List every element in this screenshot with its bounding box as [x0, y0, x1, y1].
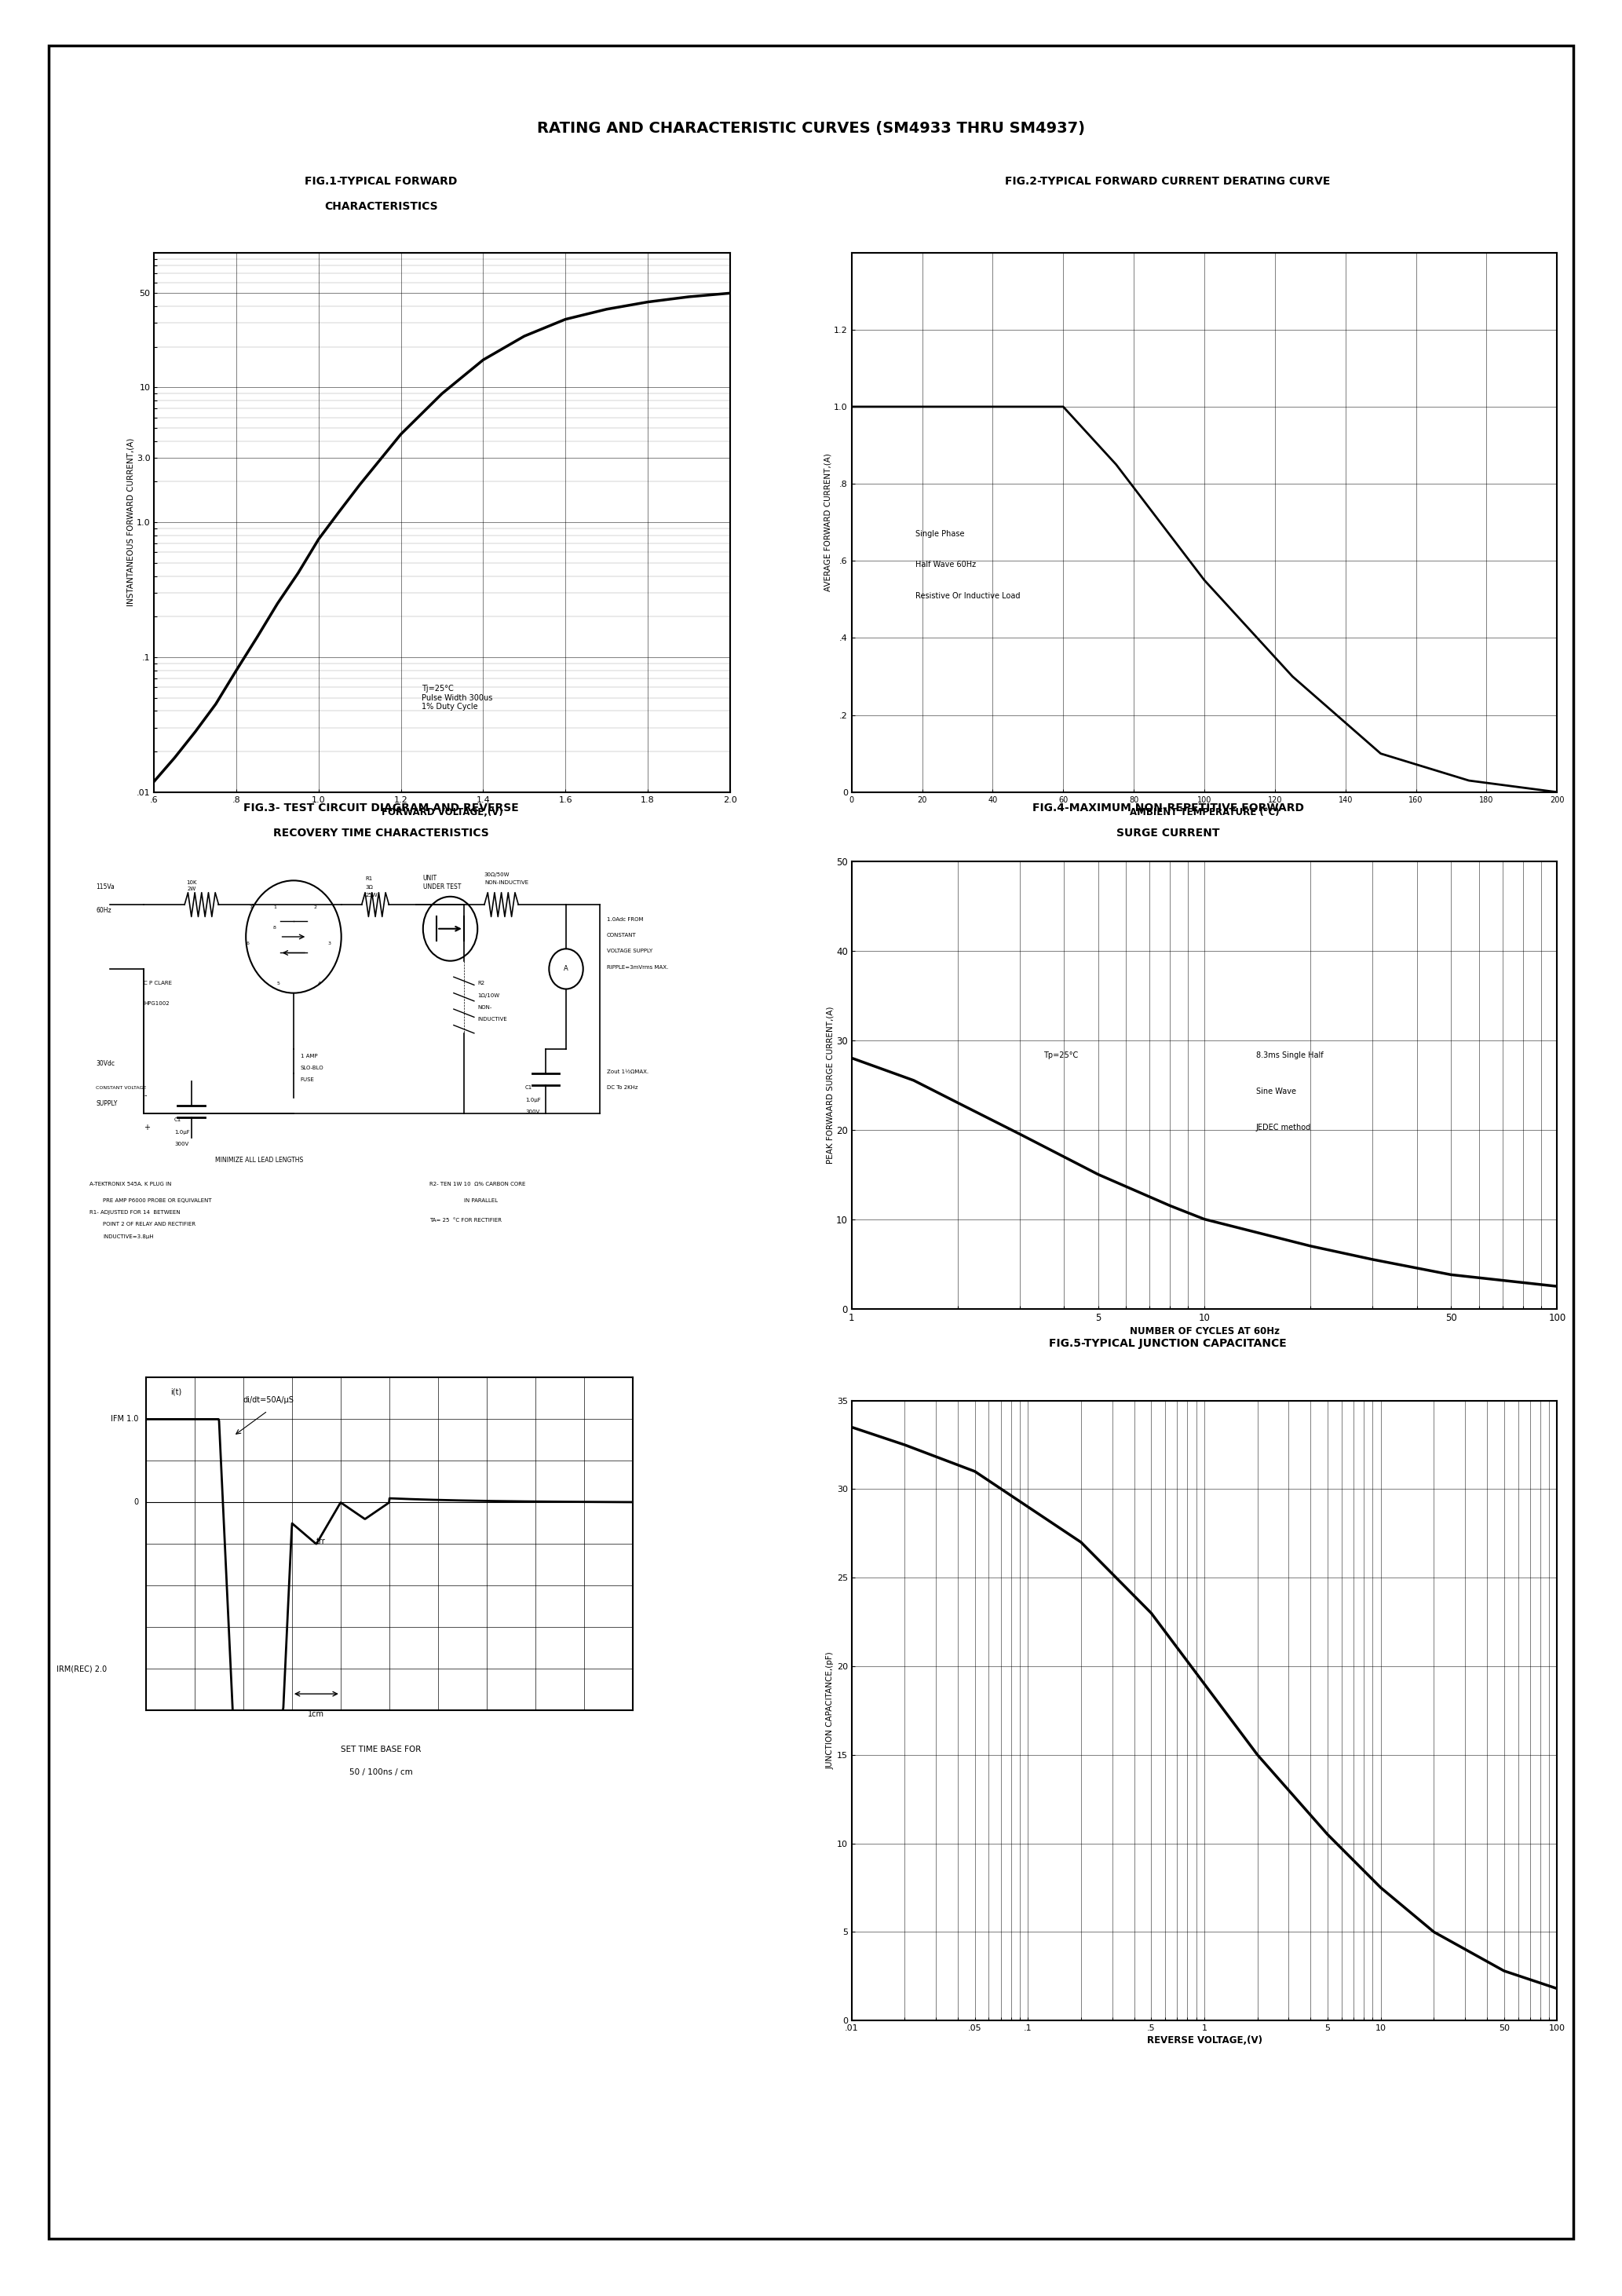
Text: 115Va: 115Va — [96, 884, 115, 891]
Text: 30Ω/50W: 30Ω/50W — [485, 872, 509, 877]
X-axis label: FORWARD VOLTAGE,(V): FORWARD VOLTAGE,(V) — [381, 808, 503, 817]
Text: C1: C1 — [174, 1118, 182, 1123]
Text: RECOVERY TIME CHARACTERISTICS: RECOVERY TIME CHARACTERISTICS — [274, 829, 488, 838]
Text: NON-: NON- — [477, 1006, 491, 1010]
Text: SLO-BLO: SLO-BLO — [300, 1065, 324, 1070]
Text: IRM(REC) 2.0: IRM(REC) 2.0 — [57, 1665, 107, 1674]
X-axis label: AMBIENT TEMPERATURE (°C): AMBIENT TEMPERATURE (°C) — [1129, 808, 1280, 817]
Text: 60Hz: 60Hz — [96, 907, 112, 914]
Text: Single Phase: Single Phase — [915, 530, 963, 537]
Text: Resistive Or Inductive Load: Resistive Or Inductive Load — [915, 592, 1020, 599]
Text: CONSTANT VOLTAGE: CONSTANT VOLTAGE — [96, 1086, 146, 1091]
Text: PRE AMP P6000 PROBE OR EQUIVALENT: PRE AMP P6000 PROBE OR EQUIVALENT — [102, 1199, 211, 1203]
Text: Zout 1½ΩMAX.: Zout 1½ΩMAX. — [607, 1070, 649, 1075]
Text: FIG.1-TYPICAL FORWARD: FIG.1-TYPICAL FORWARD — [305, 177, 457, 186]
Text: INDUCTIVE=3.8μH: INDUCTIVE=3.8μH — [102, 1235, 154, 1240]
Text: SET TIME BASE FOR: SET TIME BASE FOR — [341, 1745, 422, 1754]
Text: 1 AMP: 1 AMP — [300, 1054, 318, 1058]
Text: Tp=25°C: Tp=25°C — [1043, 1052, 1079, 1058]
Text: 8.3ms Single Half: 8.3ms Single Half — [1255, 1052, 1324, 1058]
Text: CHARACTERISTICS: CHARACTERISTICS — [324, 202, 438, 211]
X-axis label: NUMBER OF CYCLES AT 60Hz: NUMBER OF CYCLES AT 60Hz — [1129, 1327, 1280, 1336]
Text: R1- ADJUSTED FOR 14  BETWEEN: R1- ADJUSTED FOR 14 BETWEEN — [89, 1210, 180, 1215]
Text: Sine Wave: Sine Wave — [1255, 1088, 1296, 1095]
Text: IFM 1.0: IFM 1.0 — [110, 1414, 139, 1424]
Text: 3: 3 — [328, 941, 331, 946]
Text: 1: 1 — [272, 905, 276, 909]
Text: FUSE: FUSE — [300, 1077, 315, 1081]
Text: 2: 2 — [315, 905, 318, 909]
Text: CONSTANT: CONSTANT — [607, 932, 636, 937]
Text: MINIMIZE ALL LEAD LENGTHS: MINIMIZE ALL LEAD LENGTHS — [216, 1157, 303, 1164]
Y-axis label: AVERAGE FORWARD CURRENT,(A): AVERAGE FORWARD CURRENT,(A) — [824, 452, 832, 592]
Text: POINT 2 OF RELAY AND RECTIFIER: POINT 2 OF RELAY AND RECTIFIER — [102, 1221, 196, 1226]
Text: i(t): i(t) — [170, 1389, 182, 1396]
Text: 300V: 300V — [174, 1141, 188, 1146]
Text: FIG.3- TEST CIRCUIT DIAGRAM AND REVERSE: FIG.3- TEST CIRCUIT DIAGRAM AND REVERSE — [243, 804, 519, 813]
Text: -: - — [144, 1091, 146, 1100]
Text: C1: C1 — [526, 1086, 532, 1091]
Text: A: A — [564, 964, 568, 974]
Text: INDUCTIVE: INDUCTIVE — [477, 1017, 508, 1022]
X-axis label: REVERSE VOLTAGE,(V): REVERSE VOLTAGE,(V) — [1147, 2037, 1262, 2046]
Text: SURGE CURRENT: SURGE CURRENT — [1116, 829, 1220, 838]
Text: 8: 8 — [272, 925, 276, 930]
Text: UNDER TEST: UNDER TEST — [423, 884, 461, 891]
Y-axis label: PEAK FORWAARD SURGE CURRENT,(A): PEAK FORWAARD SURGE CURRENT,(A) — [826, 1006, 834, 1164]
Text: 6: 6 — [247, 941, 248, 946]
Text: DC To 2KHz: DC To 2KHz — [607, 1086, 637, 1091]
Text: JEDEC method: JEDEC method — [1255, 1123, 1311, 1132]
Text: NON-INDUCTIVE: NON-INDUCTIVE — [485, 882, 529, 886]
Text: 3Ω: 3Ω — [365, 884, 373, 889]
Text: FIG.2-TYPICAL FORWARD CURRENT DERATING CURVE: FIG.2-TYPICAL FORWARD CURRENT DERATING C… — [1006, 177, 1330, 186]
Text: 30Vdc: 30Vdc — [96, 1061, 115, 1068]
Text: RIPPLE=3mVrms MAX.: RIPPLE=3mVrms MAX. — [607, 964, 668, 969]
Text: 50 / 100ns / cm: 50 / 100ns / cm — [349, 1768, 414, 1777]
Text: HPG1002: HPG1002 — [144, 1001, 169, 1006]
Text: 1Ω/10W: 1Ω/10W — [477, 994, 500, 999]
Text: FIG.5-TYPICAL JUNCTION CAPACITANCE: FIG.5-TYPICAL JUNCTION CAPACITANCE — [1049, 1339, 1286, 1348]
Text: SUPPLY: SUPPLY — [96, 1100, 117, 1107]
Text: trr: trr — [316, 1538, 326, 1545]
Text: 10K: 10K — [187, 882, 196, 886]
Y-axis label: INSTANTANEOUS FORWARD CURRENT,(A): INSTANTANEOUS FORWARD CURRENT,(A) — [127, 439, 135, 606]
Text: C P CLARE: C P CLARE — [144, 980, 172, 985]
Text: +: + — [144, 1123, 149, 1132]
Text: Tj=25°C
Pulse Width 300us
1% Duty Cycle: Tj=25°C Pulse Width 300us 1% Duty Cycle — [422, 684, 493, 712]
Text: di/dt=50A/μS: di/dt=50A/μS — [243, 1396, 294, 1405]
Text: 1.0μF: 1.0μF — [174, 1130, 190, 1134]
Text: 25W: 25W — [365, 893, 378, 898]
Y-axis label: JUNCTION CAPACITANCE,(pF): JUNCTION CAPACITANCE,(pF) — [827, 1651, 834, 1770]
Text: TA= 25  °C FOR RECTIFIER: TA= 25 °C FOR RECTIFIER — [430, 1217, 503, 1224]
Text: RATING AND CHARACTERISTIC CURVES (SM4933 THRU SM4937): RATING AND CHARACTERISTIC CURVES (SM4933… — [537, 122, 1085, 135]
Text: 7: 7 — [250, 905, 253, 909]
Text: 4: 4 — [318, 983, 321, 985]
Text: R1: R1 — [365, 877, 373, 882]
Text: R2: R2 — [477, 980, 485, 985]
Text: A-TEKTRONIX 545A. K PLUG IN: A-TEKTRONIX 545A. K PLUG IN — [89, 1182, 172, 1187]
Text: UNIT: UNIT — [423, 875, 438, 882]
Text: FIG.4-MAXIMUM NON-REPETITIVE FORWARD: FIG.4-MAXIMUM NON-REPETITIVE FORWARD — [1032, 804, 1304, 813]
Text: 0: 0 — [135, 1499, 139, 1506]
Text: 2W: 2W — [187, 886, 196, 891]
Text: IN PARALLEL: IN PARALLEL — [464, 1199, 498, 1203]
Text: 1.0Adc FROM: 1.0Adc FROM — [607, 916, 644, 921]
Text: 300V: 300V — [526, 1109, 540, 1114]
Text: 5: 5 — [276, 983, 279, 985]
Text: 1cm: 1cm — [308, 1711, 324, 1717]
Text: 1.0μF: 1.0μF — [526, 1097, 540, 1102]
Text: VOLTAGE SUPPLY: VOLTAGE SUPPLY — [607, 948, 652, 953]
Text: Half Wave 60Hz: Half Wave 60Hz — [915, 560, 975, 569]
Text: R2- TEN 1W 10  Ω% CARBON CORE: R2- TEN 1W 10 Ω% CARBON CORE — [430, 1182, 526, 1187]
